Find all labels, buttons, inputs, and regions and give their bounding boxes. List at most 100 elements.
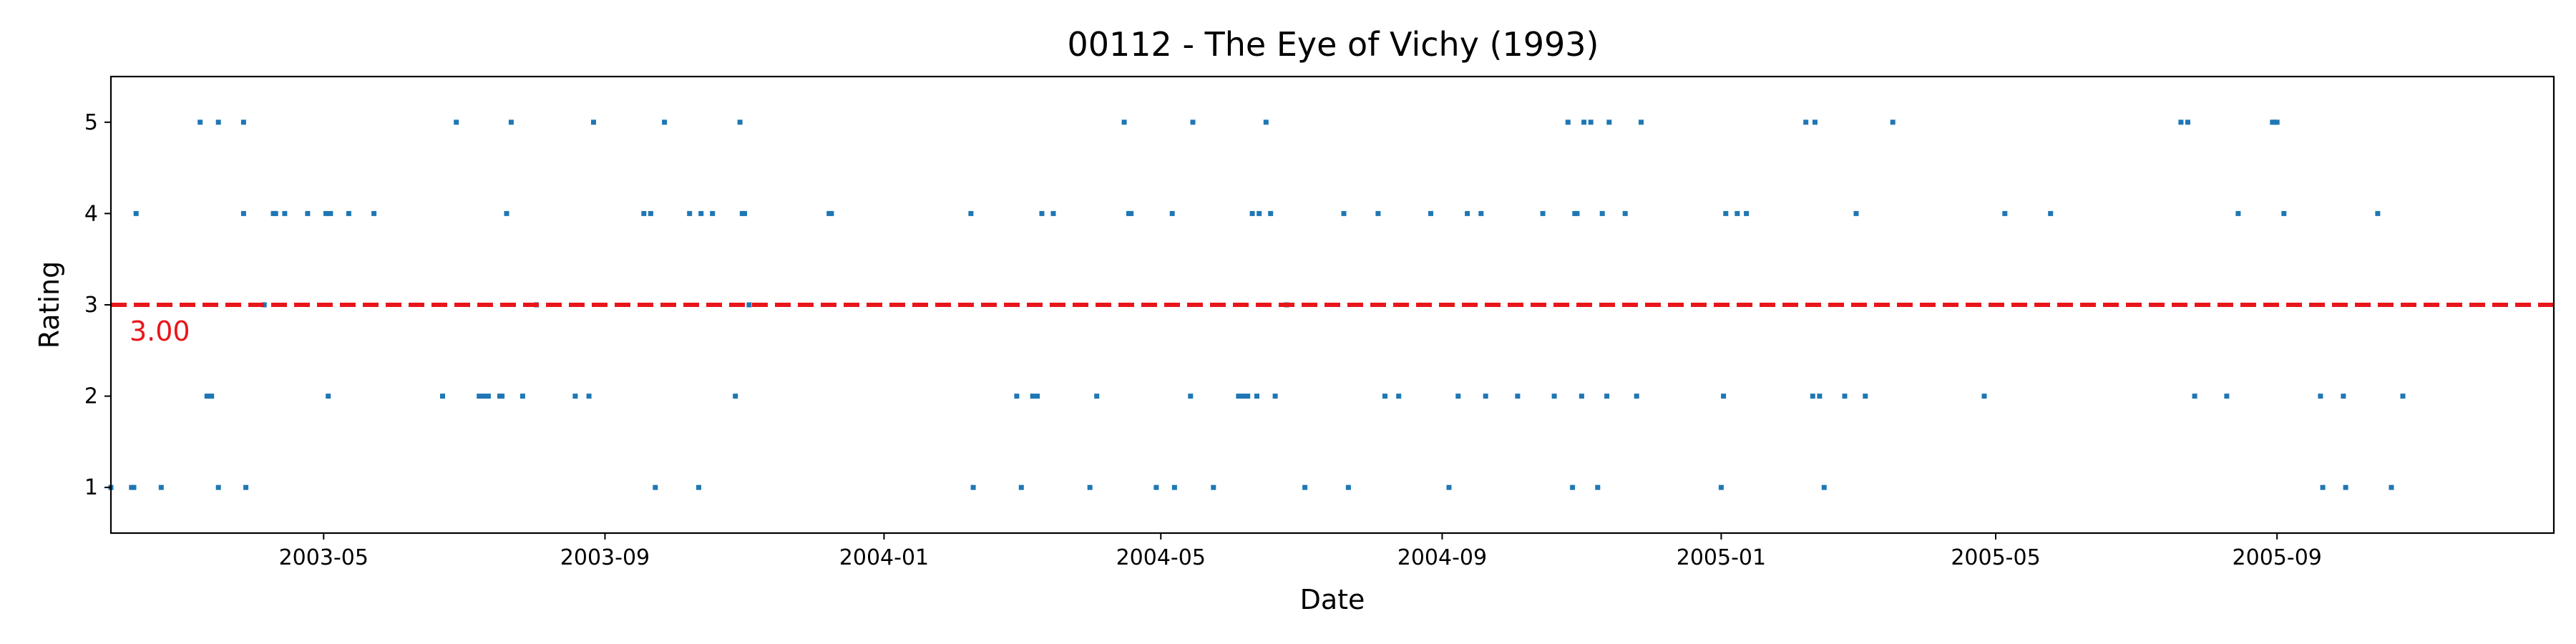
data-point: [1236, 394, 1241, 399]
data-point: [1240, 394, 1246, 399]
data-point: [1606, 119, 1612, 125]
data-point: [326, 394, 331, 399]
data-point: [1810, 394, 1815, 399]
data-point: [1721, 394, 1727, 399]
data-point: [1302, 484, 1308, 490]
data-point: [1014, 394, 1020, 399]
data-point: [1570, 484, 1576, 490]
data-point: [687, 210, 693, 216]
data-point: [499, 394, 505, 399]
data-point: [641, 210, 647, 216]
data-point: [1863, 394, 1868, 399]
data-point: [1257, 210, 1262, 216]
data-point: [733, 394, 738, 399]
data-point: [2375, 210, 2381, 216]
data-point: [1171, 484, 1177, 490]
x-tick-label: 2003-09: [560, 545, 650, 570]
data-point: [1588, 119, 1594, 125]
data-point: [1634, 394, 1639, 399]
data-point: [1579, 394, 1584, 399]
data-point: [2320, 484, 2326, 490]
data-point: [2002, 210, 2008, 216]
data-point: [1803, 119, 1809, 125]
reference-line-layer: 3.00: [111, 303, 2554, 347]
data-point: [696, 484, 701, 490]
data-point: [2389, 484, 2394, 490]
data-point: [508, 119, 514, 125]
data-point: [215, 119, 221, 125]
data-point: [209, 394, 215, 399]
data-point: [1030, 394, 1035, 399]
data-point: [1890, 119, 1896, 125]
data-point: [477, 394, 482, 399]
data-point: [328, 210, 333, 216]
data-point: [2235, 210, 2241, 216]
data-point: [282, 210, 288, 216]
data-point: [2192, 394, 2197, 399]
data-point: [243, 484, 249, 490]
data-point: [1341, 210, 1347, 216]
data-point: [1595, 484, 1601, 490]
data-point: [2185, 119, 2190, 125]
data-point: [2178, 119, 2184, 125]
data-point: [968, 210, 974, 216]
data-point: [1540, 210, 1546, 216]
data-point: [454, 119, 459, 125]
data-point: [1396, 394, 1402, 399]
data-point: [1604, 394, 1610, 399]
data-point: [215, 484, 221, 490]
data-point: [2400, 394, 2406, 399]
data-point: [1842, 394, 1848, 399]
data-point: [1455, 394, 1461, 399]
data-point: [653, 484, 658, 490]
x-tick-label: 2003-05: [279, 545, 369, 570]
data-point: [1153, 484, 1159, 490]
data-point: [1345, 484, 1351, 490]
data-point: [1465, 210, 1470, 216]
data-point: [131, 484, 137, 490]
data-point: [1211, 484, 1216, 490]
data-point: [133, 210, 139, 216]
data-point: [1094, 394, 1100, 399]
data-point: [1121, 119, 1127, 125]
data-point: [1018, 484, 1024, 490]
data-point: [519, 394, 525, 399]
data-point: [1050, 210, 1056, 216]
data-point: [323, 210, 328, 216]
data-point: [371, 210, 377, 216]
data-point: [1817, 394, 1823, 399]
data-point: [1039, 210, 1045, 216]
data-point: [1382, 394, 1387, 399]
data-point: [1272, 394, 1278, 399]
data-point: [158, 484, 164, 490]
data-point: [2281, 210, 2287, 216]
data-point: [1249, 210, 1255, 216]
x-axis-ticks: 2003-05 2003-09 2004-01 2004-05 2004-09 2005-…: [279, 533, 2322, 570]
data-point: [261, 302, 267, 308]
x-tick-label: 2004-01: [839, 545, 929, 570]
data-point: [1128, 210, 1134, 216]
data-point: [1188, 394, 1194, 399]
data-point: [970, 484, 976, 490]
data-point: [746, 302, 752, 308]
data-point: [1551, 394, 1557, 399]
data-point: [1718, 484, 1724, 490]
data-point: [1853, 210, 1859, 216]
data-point: [1087, 484, 1093, 490]
x-tick-label: 2005-01: [1677, 545, 1766, 570]
data-points: [108, 119, 2406, 490]
data-point: [2274, 119, 2280, 125]
y-axis-ticks: 1 2 3 4 5: [84, 110, 111, 500]
data-point: [1515, 394, 1521, 399]
data-point: [1268, 210, 1274, 216]
data-point: [1821, 484, 1827, 490]
y-tick-label: 3: [84, 293, 98, 318]
data-point: [1428, 210, 1433, 216]
data-point: [586, 394, 592, 399]
data-point: [1639, 119, 1644, 125]
data-point: [1744, 210, 1750, 216]
y-axis-label: Rating: [34, 261, 65, 349]
data-point: [1478, 210, 1484, 216]
data-point: [591, 119, 596, 125]
